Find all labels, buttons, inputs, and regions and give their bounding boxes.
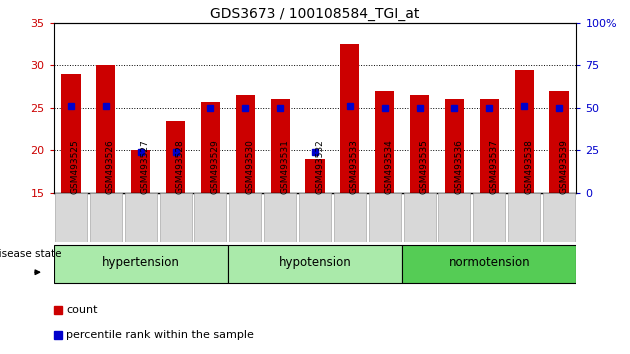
Bar	[410, 95, 429, 193]
Bar	[375, 91, 394, 193]
Bar	[228, 245, 402, 283]
Bar	[438, 193, 471, 242]
Bar	[166, 121, 185, 193]
Bar	[306, 159, 324, 193]
Bar	[159, 193, 192, 242]
Text: GSM493538: GSM493538	[524, 139, 533, 194]
Bar	[543, 193, 575, 242]
Bar	[229, 193, 261, 242]
Bar	[479, 99, 499, 193]
Text: GSM493534: GSM493534	[385, 140, 394, 194]
Bar	[473, 193, 505, 242]
Bar	[90, 193, 122, 242]
Bar	[515, 70, 534, 193]
Text: GSM493532: GSM493532	[315, 140, 324, 194]
Text: GSM493525: GSM493525	[71, 140, 80, 194]
Bar	[369, 193, 401, 242]
Text: GSM493528: GSM493528	[176, 140, 185, 194]
Text: GSM493529: GSM493529	[210, 140, 219, 194]
Text: count: count	[67, 305, 98, 315]
Text: hypotension: hypotension	[278, 256, 352, 269]
Text: GSM493530: GSM493530	[245, 139, 255, 194]
Bar	[445, 99, 464, 193]
Text: GSM493531: GSM493531	[280, 139, 289, 194]
Bar	[508, 193, 540, 242]
Bar	[54, 245, 228, 283]
Bar	[402, 245, 576, 283]
Bar	[340, 44, 360, 193]
Bar	[334, 193, 366, 242]
Text: normotension: normotension	[449, 256, 530, 269]
Text: GSM493537: GSM493537	[490, 139, 498, 194]
Text: hypertension: hypertension	[102, 256, 180, 269]
Bar	[549, 91, 569, 193]
Text: GSM493527: GSM493527	[140, 140, 150, 194]
Bar	[404, 193, 435, 242]
Bar	[299, 193, 331, 242]
Text: GSM493539: GSM493539	[559, 139, 568, 194]
Bar	[195, 193, 226, 242]
Text: GSM493533: GSM493533	[350, 139, 359, 194]
Bar	[131, 150, 151, 193]
Bar	[270, 99, 290, 193]
Bar	[55, 193, 87, 242]
Text: GSM493526: GSM493526	[106, 140, 115, 194]
Text: GSM493536: GSM493536	[454, 139, 464, 194]
Bar	[125, 193, 157, 242]
Bar	[236, 95, 255, 193]
Bar	[96, 65, 115, 193]
Text: GSM493535: GSM493535	[420, 139, 428, 194]
Text: disease state: disease state	[0, 249, 62, 259]
Bar	[264, 193, 296, 242]
Bar	[61, 74, 81, 193]
Bar	[201, 102, 220, 193]
Title: GDS3673 / 100108584_TGI_at: GDS3673 / 100108584_TGI_at	[210, 7, 420, 21]
Text: percentile rank within the sample: percentile rank within the sample	[67, 330, 255, 339]
